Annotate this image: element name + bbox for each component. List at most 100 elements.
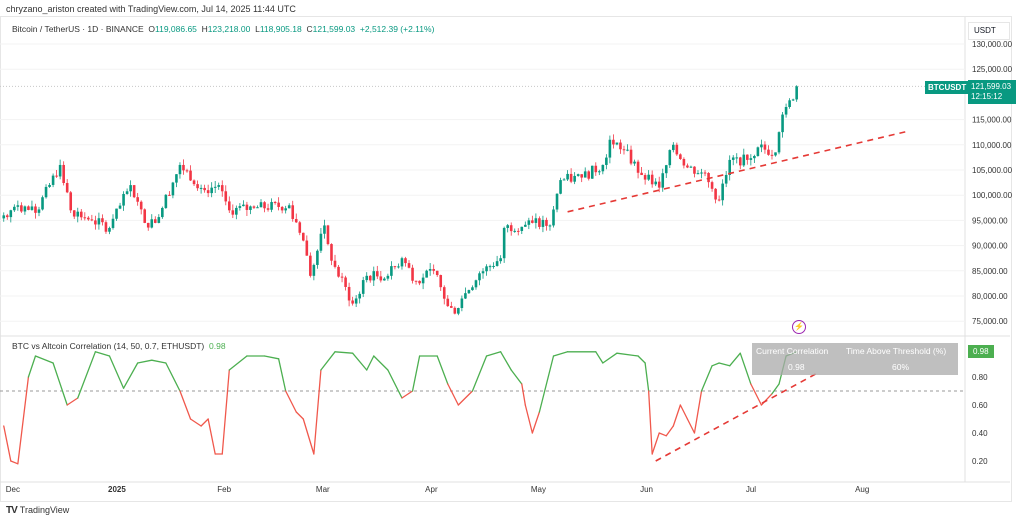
candle bbox=[615, 142, 619, 145]
candle bbox=[69, 192, 73, 211]
candle bbox=[20, 205, 23, 212]
candle bbox=[647, 174, 650, 180]
candle bbox=[471, 287, 474, 291]
candle bbox=[594, 165, 598, 173]
candle bbox=[245, 204, 249, 210]
candle bbox=[777, 132, 781, 153]
candle bbox=[485, 266, 488, 272]
candle bbox=[340, 276, 344, 278]
candle bbox=[153, 219, 157, 223]
candle bbox=[488, 266, 492, 268]
candle bbox=[467, 290, 471, 294]
correlation-line-segment bbox=[729, 352, 741, 367]
candle bbox=[249, 206, 252, 210]
candle bbox=[351, 300, 354, 304]
correlation-line-segment bbox=[207, 418, 216, 455]
candle bbox=[2, 215, 6, 219]
price-tick-label: 130,000.00 bbox=[972, 40, 1013, 49]
correlation-line-segment bbox=[52, 362, 68, 406]
correlation-trendline bbox=[655, 372, 819, 462]
candle bbox=[203, 187, 206, 191]
candle bbox=[79, 211, 83, 218]
candle bbox=[742, 154, 746, 166]
candle bbox=[298, 222, 302, 233]
correlation-line-segment bbox=[277, 358, 287, 392]
candle bbox=[552, 209, 555, 226]
candle bbox=[87, 217, 90, 220]
candle bbox=[41, 197, 44, 210]
candle bbox=[30, 206, 34, 210]
correlation-line-segment bbox=[436, 355, 449, 385]
correlation-line-segment bbox=[771, 383, 780, 395]
candle bbox=[703, 172, 707, 174]
candle bbox=[781, 114, 784, 133]
bar-countdown: 12:15:12 bbox=[971, 92, 1003, 101]
credit-text: chryzano_ariston created with TradingVie… bbox=[6, 4, 296, 14]
indicator-legend[interactable]: BTC vs Altcoin Correlation (14, 50, 0.7,… bbox=[12, 341, 226, 351]
currency-unit[interactable]: USDT bbox=[968, 22, 1010, 40]
tradingview-logo[interactable]: TV TradingView bbox=[6, 505, 69, 516]
correlation-line-segment bbox=[137, 359, 153, 364]
branding-text: TradingView bbox=[19, 505, 70, 515]
time-tick-label: Jun bbox=[640, 485, 653, 494]
candle bbox=[541, 219, 545, 227]
candle bbox=[612, 139, 615, 145]
candle bbox=[590, 165, 594, 179]
candle bbox=[520, 226, 524, 231]
open-label: O bbox=[148, 24, 155, 34]
candle bbox=[795, 86, 798, 100]
price-tick-label: 90,000.00 bbox=[972, 242, 1008, 251]
candle bbox=[421, 277, 425, 284]
lightning-icon[interactable]: ⚡ bbox=[792, 320, 806, 334]
candle bbox=[224, 191, 228, 202]
time-tick-label: Apr bbox=[425, 485, 438, 494]
candle bbox=[601, 164, 605, 172]
correlation-line-segment bbox=[552, 351, 569, 357]
candle bbox=[129, 185, 132, 192]
chart-frame bbox=[0, 16, 1012, 502]
candle bbox=[347, 286, 351, 301]
candle bbox=[756, 147, 760, 156]
candle bbox=[735, 157, 739, 159]
candle bbox=[376, 271, 379, 277]
correlation-line-segment bbox=[693, 390, 703, 434]
correlation-line-segment bbox=[165, 362, 181, 392]
candle bbox=[287, 205, 291, 209]
candle bbox=[746, 154, 749, 160]
correlation-line-segment bbox=[616, 352, 639, 357]
candle bbox=[76, 211, 80, 217]
candle bbox=[118, 205, 122, 209]
correlation-line-segment bbox=[366, 355, 375, 371]
current-correlation-header: Current Correlation bbox=[756, 346, 829, 356]
candle bbox=[509, 225, 513, 232]
candle bbox=[168, 194, 171, 196]
indicator-tick-label: 0.80 bbox=[972, 373, 988, 382]
candle bbox=[294, 218, 298, 223]
candle bbox=[478, 273, 481, 281]
candle bbox=[259, 202, 263, 208]
candle bbox=[51, 175, 55, 185]
candle bbox=[784, 107, 788, 115]
candle bbox=[256, 207, 259, 209]
correlation-line-segment bbox=[228, 355, 248, 371]
correlation-line-segment bbox=[179, 390, 192, 420]
correlation-line-segment bbox=[510, 369, 523, 385]
candle bbox=[679, 154, 682, 159]
candle bbox=[175, 174, 178, 183]
candle bbox=[717, 199, 721, 201]
candle bbox=[562, 179, 566, 181]
price-tick-label: 95,000.00 bbox=[972, 216, 1008, 225]
candle bbox=[418, 280, 421, 284]
candle bbox=[178, 164, 182, 175]
candle bbox=[164, 194, 168, 208]
candle bbox=[5, 215, 9, 218]
candle bbox=[284, 208, 287, 211]
correlation-line-segment bbox=[334, 351, 354, 354]
candle bbox=[788, 100, 791, 107]
candle bbox=[428, 269, 432, 271]
candle bbox=[464, 293, 467, 299]
candle bbox=[301, 232, 305, 241]
candle bbox=[58, 164, 62, 177]
candle bbox=[654, 181, 657, 185]
